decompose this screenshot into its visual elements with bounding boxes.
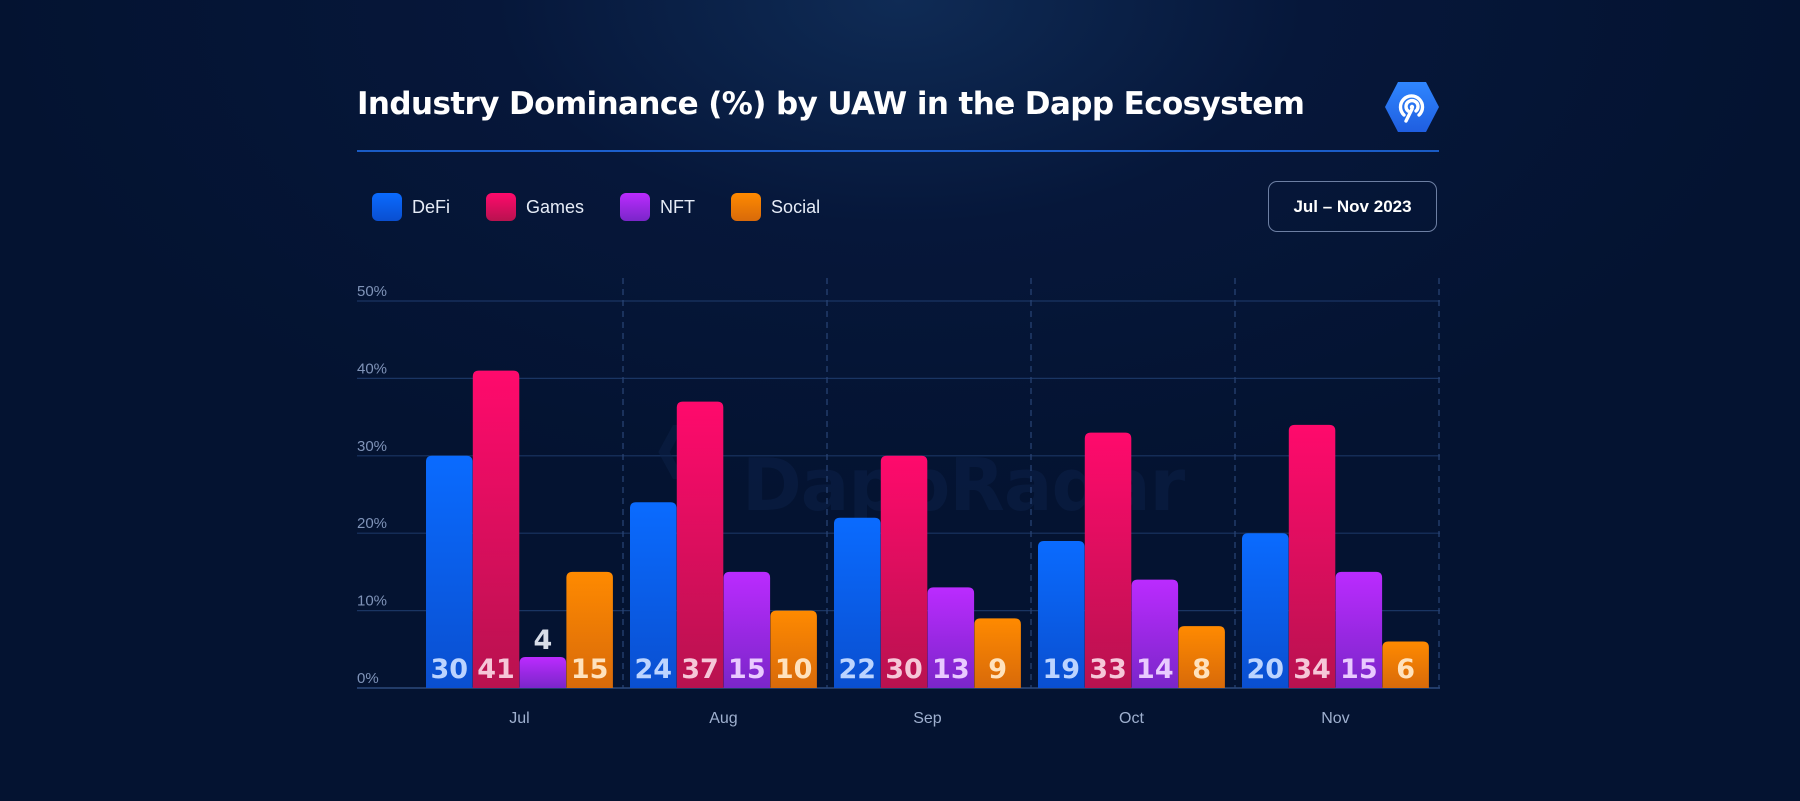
y-tick-label: 20% bbox=[357, 515, 387, 532]
bar-nft-nov bbox=[1335, 571, 1383, 688]
bar-games-nov bbox=[1288, 424, 1336, 688]
x-tick-label-aug: Aug bbox=[709, 710, 737, 727]
data-label-games-sep: 30 bbox=[885, 654, 923, 685]
legend-label-social: Social bbox=[771, 196, 821, 217]
bar-defi-sep bbox=[834, 517, 881, 688]
data-label-social-nov: 6 bbox=[1396, 654, 1415, 685]
data-label-defi-sep: 22 bbox=[838, 654, 876, 685]
bar-games-jul bbox=[472, 370, 520, 688]
legend-item-social[interactable]: Social bbox=[731, 193, 820, 221]
data-label-defi-aug: 24 bbox=[634, 654, 672, 685]
legend-item-nft[interactable]: NFT bbox=[620, 193, 695, 221]
legend-item-defi[interactable]: DeFi bbox=[372, 193, 450, 221]
legend-swatch-defi bbox=[372, 193, 402, 221]
x-tick-label-nov: Nov bbox=[1321, 710, 1349, 727]
bar-defi-aug bbox=[630, 502, 677, 688]
data-label-nft-jul: 4 bbox=[533, 625, 552, 656]
bar-games-aug bbox=[676, 401, 724, 688]
legend-label-defi: DeFi bbox=[412, 196, 451, 217]
y-tick-label: 50% bbox=[357, 283, 387, 300]
date-range-badge[interactable]: Jul – Nov 2023 bbox=[1268, 181, 1437, 232]
data-label-games-jul: 41 bbox=[477, 654, 515, 685]
legend-swatch-nft bbox=[620, 193, 651, 221]
data-label-defi-jul: 30 bbox=[430, 654, 468, 685]
bar-social-jul bbox=[566, 571, 613, 688]
x-tick-label-jul: Jul bbox=[509, 710, 529, 727]
data-label-nft-aug: 15 bbox=[728, 654, 766, 685]
data-label-social-jul: 15 bbox=[571, 654, 609, 685]
bar-defi-oct bbox=[1038, 540, 1085, 688]
data-label-social-aug: 10 bbox=[775, 654, 813, 685]
data-label-social-oct: 8 bbox=[1192, 654, 1211, 685]
y-tick-label: 30% bbox=[357, 438, 387, 455]
data-label-nft-oct: 14 bbox=[1136, 654, 1174, 685]
bar-defi-jul bbox=[426, 455, 473, 688]
title-divider bbox=[357, 150, 1439, 152]
bar-defi-nov bbox=[1242, 533, 1289, 688]
data-label-games-nov: 34 bbox=[1293, 654, 1331, 685]
bar-nft-oct bbox=[1131, 579, 1179, 688]
bar-social-aug bbox=[770, 610, 817, 688]
legend-label-games: Games bbox=[526, 196, 585, 217]
legend-swatch-social bbox=[731, 193, 762, 221]
data-label-games-aug: 37 bbox=[681, 654, 719, 685]
bar-social-nov bbox=[1382, 641, 1429, 688]
data-label-games-oct: 33 bbox=[1089, 654, 1127, 685]
data-label-nft-nov: 15 bbox=[1340, 654, 1378, 685]
y-tick-label: 10% bbox=[357, 593, 387, 610]
bar-games-oct bbox=[1084, 432, 1132, 688]
bar-social-sep bbox=[974, 618, 1021, 688]
data-label-nft-sep: 13 bbox=[932, 654, 970, 685]
y-tick-label: 0% bbox=[357, 670, 379, 687]
x-tick-label-sep: Sep bbox=[913, 710, 942, 727]
legend-item-games[interactable]: Games bbox=[486, 193, 584, 221]
chart-title: Industry Dominance (%) by UAW in the Dap… bbox=[357, 86, 1305, 122]
data-label-defi-nov: 20 bbox=[1246, 654, 1284, 685]
bar-nft-jul bbox=[519, 657, 567, 688]
data-label-social-sep: 9 bbox=[988, 654, 1007, 685]
legend-swatch-games bbox=[486, 193, 517, 221]
y-tick-label: 40% bbox=[357, 360, 387, 377]
legend-label-nft: NFT bbox=[660, 196, 696, 217]
chart-legend: DeFi Games NFT Social bbox=[372, 193, 856, 221]
bar-nft-aug bbox=[723, 571, 771, 688]
data-label-defi-oct: 19 bbox=[1042, 654, 1080, 685]
bar-games-sep bbox=[880, 455, 928, 688]
bar-social-oct bbox=[1178, 626, 1225, 688]
x-tick-label-oct: Oct bbox=[1119, 710, 1144, 727]
bar-nft-sep bbox=[927, 587, 975, 688]
dappradar-logo-icon bbox=[1385, 82, 1439, 132]
